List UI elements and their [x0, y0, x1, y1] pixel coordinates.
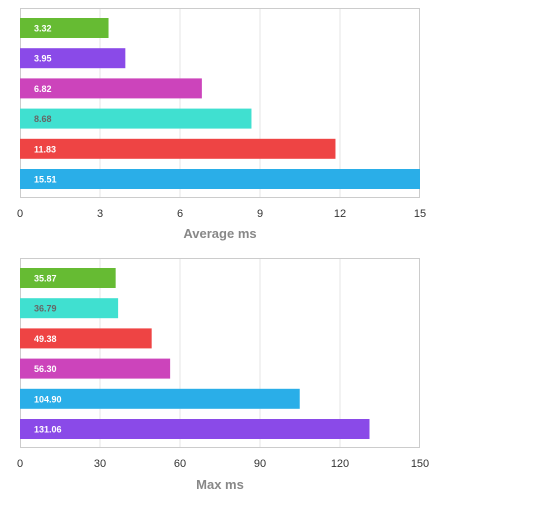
x-tick-label: 30	[94, 458, 106, 470]
bar-value-label: 35.87	[34, 274, 57, 284]
bar	[20, 328, 152, 349]
x-tick-label: 3	[97, 208, 103, 220]
bar-value-label: 3.32	[34, 24, 52, 34]
x-tick-label: 15	[414, 208, 426, 220]
bar-value-label: 131.06	[34, 425, 62, 435]
bar	[20, 268, 116, 288]
x-tick-label: 150	[411, 458, 429, 470]
bar-value-label: 56.30	[34, 364, 57, 374]
bar	[20, 169, 420, 189]
bar	[20, 388, 300, 409]
plot-frame	[20, 258, 420, 448]
x-tick-label: 12	[334, 208, 346, 220]
plot-frame	[20, 8, 420, 198]
bar	[20, 298, 119, 319]
x-tick-label: 9	[257, 208, 263, 220]
bar-value-label: 6.82	[34, 84, 52, 94]
bar-value-label: 104.90	[34, 394, 62, 404]
bar	[20, 108, 252, 129]
x-axis-title: Average ms	[183, 226, 256, 241]
bar	[20, 138, 336, 159]
x-tick-label: 0	[17, 208, 23, 220]
x-tick-label: 120	[331, 458, 349, 470]
bar	[20, 358, 171, 379]
average-ms-chart: 3.32 3.95 6.82 8.68 11.83 15.51 0 3 6 9 12 15 Averag…	[17, 8, 426, 241]
bar-value-label: 15.51	[34, 175, 57, 185]
x-tick-label: 0	[17, 458, 23, 470]
x-tick-label: 90	[254, 458, 266, 470]
bar-value-label: 49.38	[34, 334, 57, 344]
x-axis-title: Max ms	[196, 477, 244, 492]
bar	[20, 48, 126, 69]
bar	[20, 18, 109, 38]
bar-value-label: 8.68	[34, 114, 52, 124]
bar-value-label: 3.95	[34, 54, 52, 64]
bar	[20, 78, 202, 99]
bar	[20, 419, 370, 439]
max-ms-chart: 35.87 36.79 49.38 56.30 104.90 131.06 0 30 60 90 1…	[17, 258, 429, 492]
bar-value-label: 11.83	[34, 144, 56, 154]
x-tick-label: 6	[177, 208, 183, 220]
x-tick-label: 60	[174, 458, 186, 470]
bar-value-label: 36.79	[34, 304, 57, 314]
